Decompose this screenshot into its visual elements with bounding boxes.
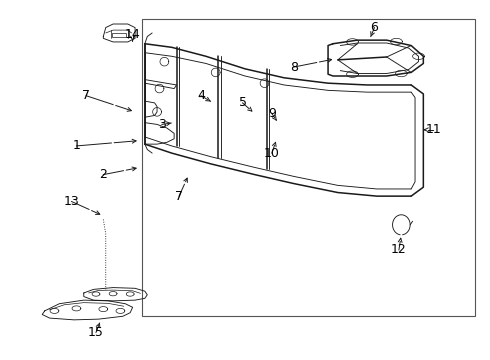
Text: 12: 12 bbox=[391, 243, 407, 256]
Text: 5: 5 bbox=[239, 96, 246, 109]
Text: 7: 7 bbox=[82, 89, 90, 102]
Text: 2: 2 bbox=[99, 168, 107, 181]
Text: 9: 9 bbox=[268, 107, 276, 120]
Text: 7: 7 bbox=[175, 190, 183, 203]
Text: 15: 15 bbox=[88, 326, 104, 339]
Text: 6: 6 bbox=[370, 21, 378, 34]
Text: 13: 13 bbox=[64, 195, 79, 208]
Text: 11: 11 bbox=[425, 123, 441, 136]
Text: 8: 8 bbox=[290, 60, 298, 73]
Bar bbox=[143, 19, 475, 316]
Text: 14: 14 bbox=[125, 28, 141, 41]
Bar bbox=[112, 33, 126, 37]
Text: 10: 10 bbox=[264, 147, 280, 159]
Text: 1: 1 bbox=[73, 139, 80, 152]
Text: 3: 3 bbox=[158, 118, 166, 131]
Text: 4: 4 bbox=[197, 89, 205, 102]
